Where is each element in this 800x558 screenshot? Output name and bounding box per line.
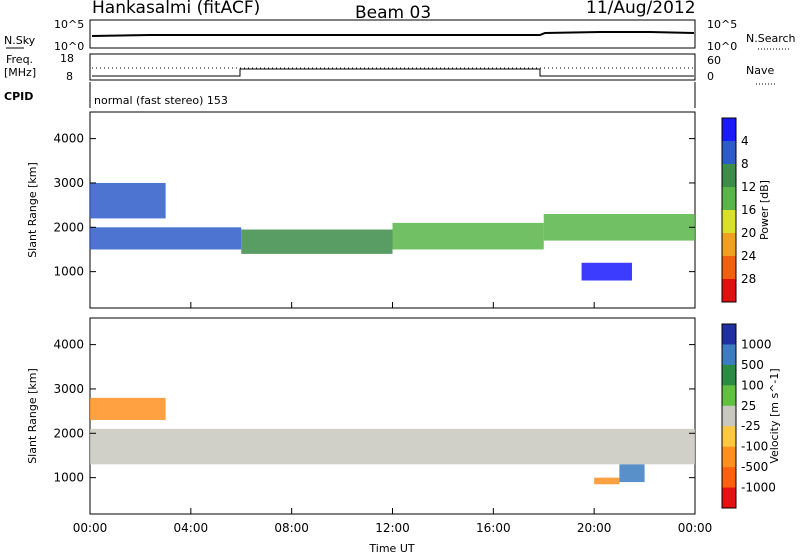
colorbar-tick-label: 24: [741, 249, 756, 263]
cpid-label: CPID: [4, 90, 33, 103]
colorbar-tick-label: 16: [741, 203, 756, 217]
velocity-panel: 1000 2000 3000 4000 00:00 04:00 08:00 12:00 16:…: [26, 302, 781, 555]
colorbar-swatch: [722, 426, 736, 448]
data-band-3: [543, 213, 695, 241]
colorbar-swatch: [722, 467, 736, 489]
colorbar-swatch: [722, 446, 736, 468]
data-band-0: [90, 227, 242, 250]
colorbar-swatch: [722, 487, 736, 509]
data-band-1: [90, 397, 166, 420]
power-colorbar-label: Power [dB]: [758, 180, 771, 240]
power-ylabel: Slant Range [km]: [26, 162, 39, 258]
colorbar-tick-label: 8: [741, 157, 749, 171]
y-tick-label: 4000: [53, 132, 84, 146]
y-tick-label: 1000: [53, 471, 84, 485]
x-tick-label: 12:00: [375, 521, 410, 535]
data-band-2: [594, 477, 620, 485]
colorbar-frame: [721, 323, 737, 509]
nsky-bottom-tick: 10^0: [54, 40, 84, 53]
data-band-2: [392, 222, 544, 250]
data-band-3: [619, 464, 645, 483]
data-band-0: [90, 428, 695, 465]
colorbar-tick-label: 20: [741, 226, 756, 240]
colorbar-tick-label: 25: [741, 399, 756, 413]
x-tick-label: 04:00: [174, 521, 209, 535]
velocity-ylabel: Slant Range [km]: [26, 368, 39, 464]
colorbar-swatch: [722, 279, 736, 303]
data-band-1: [241, 229, 393, 254]
colorbar-swatch: [722, 164, 736, 188]
nsky-strip: N.Sky 10^5 10^0 10^5 10^0 N.Search: [4, 18, 796, 53]
date-title: 11/Aug/2012: [586, 0, 696, 18]
colorbar-tick-label: 12: [741, 180, 756, 194]
colorbar-tick-label: 500: [741, 358, 764, 372]
y-tick-label: 2000: [53, 220, 84, 234]
colorbar-swatch: [722, 256, 736, 280]
colorbar-swatch: [722, 210, 736, 234]
colorbar-tick-label: -500: [741, 460, 768, 474]
cpid-strip: CPID normal (fast stereo) 153: [4, 82, 696, 108]
nsearch-bottom-tick: 10^0: [707, 40, 737, 53]
colorbar-tick-label: 28: [741, 272, 756, 286]
colorbar-tick-label: -25: [741, 419, 761, 433]
y-tick-label: 3000: [53, 176, 84, 190]
colorbar-swatch: [722, 344, 736, 366]
nsearch-label: N.Search: [746, 32, 796, 45]
colorbar-swatch: [722, 233, 736, 257]
y-tick-label: 1000: [53, 265, 84, 279]
freq-label: Freq.: [6, 53, 33, 66]
colorbar-swatch: [722, 405, 736, 427]
freq-bottom-tick: 8: [66, 70, 73, 83]
freq-line: [92, 68, 694, 77]
colorbar-swatch: [722, 141, 736, 165]
x-tick-label: 00:00: [678, 521, 713, 535]
x-tick-label: 20:00: [577, 521, 612, 535]
colorbar-swatch: [722, 118, 736, 142]
velocity-colorbar-label: Velocity [m s^-1]: [768, 368, 781, 463]
data-band-5: [581, 262, 632, 281]
nave-top-tick: 60: [707, 54, 721, 67]
data-band-4: [90, 182, 166, 219]
station-title: Hankasalmi (fitACF): [92, 0, 260, 18]
cpid-text: normal (fast stereo) 153: [94, 94, 228, 107]
beam-title: Beam 03: [355, 3, 431, 23]
colorbar-tick-label: 100: [741, 378, 764, 392]
nave-bottom-tick: 0: [707, 70, 714, 83]
colorbar-tick-label: -1000: [741, 481, 776, 495]
nsky-top-tick: 10^5: [54, 18, 84, 31]
y-tick-label: 2000: [53, 426, 84, 440]
nave-label: Nave: [746, 64, 774, 77]
colorbar-swatch: [722, 187, 736, 211]
colorbar-swatch: [722, 385, 736, 407]
colorbar-tick-label: -100: [741, 440, 768, 454]
colorbar-frame: [721, 117, 737, 303]
freq-unit: [MHz]: [4, 66, 36, 79]
x-tick-label: 00:00: [73, 521, 108, 535]
colorbar-swatch: [722, 364, 736, 386]
colorbar-tick-label: 1000: [741, 337, 772, 351]
colorbar-swatch: [722, 324, 736, 345]
nsearch-top-tick: 10^5: [707, 18, 737, 31]
velocity-xlabel: Time UT: [368, 542, 414, 554]
power-panel: 1000 2000 3000 4000 Slant Range [km] 4 8 12 16…: [26, 111, 771, 309]
nsky-label: N.Sky: [4, 34, 36, 47]
y-tick-label: 3000: [53, 382, 84, 396]
y-tick-label: 4000: [53, 338, 84, 352]
colorbar-tick-label: 4: [741, 134, 749, 148]
freq-strip: Freq. [MHz] 18 8 60 0 Nave: [4, 52, 776, 85]
x-tick-label: 16:00: [476, 521, 511, 535]
x-tick-label: 08:00: [274, 521, 309, 535]
freq-top-tick: 18: [60, 52, 74, 65]
nsky-line: [91, 31, 695, 37]
